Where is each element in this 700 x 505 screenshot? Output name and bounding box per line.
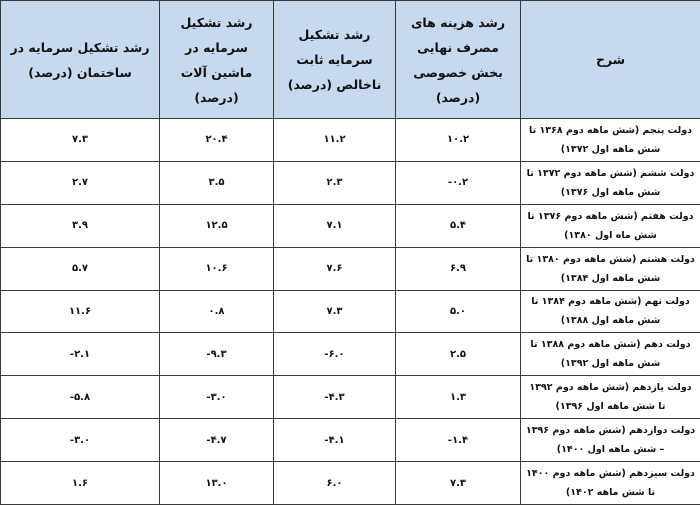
cell-machinery-capital: ۱۰.۶ <box>159 246 274 291</box>
header-machinery-capital: رشد تشکیل سرمایه در ماشین آلات (درصد) <box>159 0 274 119</box>
header-row: شرح رشد هزینه های مصرف نهایی بخش خصوصی (… <box>0 0 700 119</box>
table-row: دولت دهم (شش ماهه دوم ۱۳۸۸ تا شش ماهه او… <box>0 332 700 377</box>
table-row: دولت یازدهم (شش ماهه دوم ۱۳۹۲ تا شش ماهه… <box>0 375 700 420</box>
cell-machinery-capital: -۹.۳ <box>159 332 274 377</box>
cell-construction-capital: -۲.۱ <box>0 332 160 377</box>
cell-private-consumption: ۷.۳ <box>395 461 521 505</box>
cell-description: دولت سیزدهم (شش ماهه دوم ۱۴۰۰ تا شش ماهه… <box>520 461 700 505</box>
table-row: دولت هشتم (شش ماهه دوم ۱۳۸۰ تا شش ماهه ا… <box>0 246 700 291</box>
table-row: دولت نهم (شش ماهه دوم ۱۳۸۴ تا شش ماهه او… <box>0 289 700 334</box>
cell-machinery-capital: ۱۲.۵ <box>159 203 274 248</box>
table-row: دولت هفتم (شش ماهه دوم ۱۳۷۶ تا شش ماه او… <box>0 203 700 248</box>
cell-gross-fixed-capital: -۴.۱ <box>273 418 396 462</box>
cell-construction-capital: ۲.۷ <box>0 160 160 205</box>
cell-construction-capital: -۳.۰ <box>0 418 160 462</box>
cell-gross-fixed-capital: ۷.۳ <box>273 289 396 334</box>
cell-private-consumption: ۱۰.۲ <box>395 118 521 162</box>
cell-private-consumption: ۲.۵ <box>395 332 521 377</box>
table-row: دولت ششم (شش ماهه دوم ۱۳۷۲ تا شش ماهه او… <box>0 160 700 205</box>
header-description: شرح <box>520 0 700 119</box>
cell-private-consumption: ۵.۰ <box>395 289 521 334</box>
cell-gross-fixed-capital: -۶.۰ <box>273 332 396 377</box>
cell-construction-capital: ۳.۹ <box>0 203 160 248</box>
cell-gross-fixed-capital: ۲.۳ <box>273 160 396 205</box>
cell-gross-fixed-capital: ۱۱.۲ <box>273 118 396 162</box>
cell-gross-fixed-capital: -۴.۳ <box>273 375 396 420</box>
cell-description: دولت ششم (شش ماهه دوم ۱۳۷۲ تا شش ماهه او… <box>520 160 700 205</box>
cell-description: دولت هفتم (شش ماهه دوم ۱۳۷۶ تا شش ماه او… <box>520 203 700 248</box>
cell-construction-capital: ۷.۳ <box>0 118 160 162</box>
cell-machinery-capital: ۳.۵ <box>159 160 274 205</box>
cell-gross-fixed-capital: ۶.۰ <box>273 461 396 505</box>
cell-description: دولت دوازدهم (شش ماهه دوم ۱۳۹۶ – شش ماهه… <box>520 418 700 462</box>
cell-description: دولت دهم (شش ماهه دوم ۱۳۸۸ تا شش ماهه او… <box>520 332 700 377</box>
header-private-consumption: رشد هزینه های مصرف نهایی بخش خصوصی (درصد… <box>395 0 521 119</box>
header-construction-capital: رشد تشکیل سرمایه در ساختمان (درصد) <box>0 0 160 119</box>
cell-machinery-capital: ۰.۸ <box>159 289 274 334</box>
cell-machinery-capital: ۱۳.۰ <box>159 461 274 505</box>
cell-description: دولت یازدهم (شش ماهه دوم ۱۳۹۲ تا شش ماهه… <box>520 375 700 420</box>
cell-description: دولت هشتم (شش ماهه دوم ۱۳۸۰ تا شش ماهه ا… <box>520 246 700 291</box>
cell-construction-capital: ۱.۶ <box>0 461 160 505</box>
table-row: دولت پنجم (شش ماهه دوم ۱۳۶۸ تا شش ماهه ا… <box>0 118 700 162</box>
table-row: دولت دوازدهم (شش ماهه دوم ۱۳۹۶ – شش ماهه… <box>0 418 700 462</box>
cell-private-consumption: ۶.۹ <box>395 246 521 291</box>
cell-description: دولت نهم (شش ماهه دوم ۱۳۸۴ تا شش ماهه او… <box>520 289 700 334</box>
cell-construction-capital: ۵.۷ <box>0 246 160 291</box>
header-gross-fixed-capital: رشد تشکیل سرمایه ثابت ناخالص (درصد) <box>273 0 396 119</box>
cell-private-consumption: -۱.۴ <box>395 418 521 462</box>
cell-machinery-capital: -۳.۰ <box>159 375 274 420</box>
cell-private-consumption: -۰.۲ <box>395 160 521 205</box>
cell-construction-capital: ۱۱.۶ <box>0 289 160 334</box>
table-body: دولت پنجم (شش ماهه دوم ۱۳۶۸ تا شش ماهه ا… <box>0 118 700 505</box>
cell-machinery-capital: ۲۰.۴ <box>159 118 274 162</box>
cell-gross-fixed-capital: ۷.۱ <box>273 203 396 248</box>
cell-description: دولت پنجم (شش ماهه دوم ۱۳۶۸ تا شش ماهه ا… <box>520 118 700 162</box>
cell-machinery-capital: -۴.۷ <box>159 418 274 462</box>
cell-private-consumption: ۵.۴ <box>395 203 521 248</box>
cell-gross-fixed-capital: ۷.۶ <box>273 246 396 291</box>
cell-construction-capital: -۵.۸ <box>0 375 160 420</box>
table-row: دولت سیزدهم (شش ماهه دوم ۱۴۰۰ تا شش ماهه… <box>0 461 700 505</box>
cell-private-consumption: ۱.۳ <box>395 375 521 420</box>
